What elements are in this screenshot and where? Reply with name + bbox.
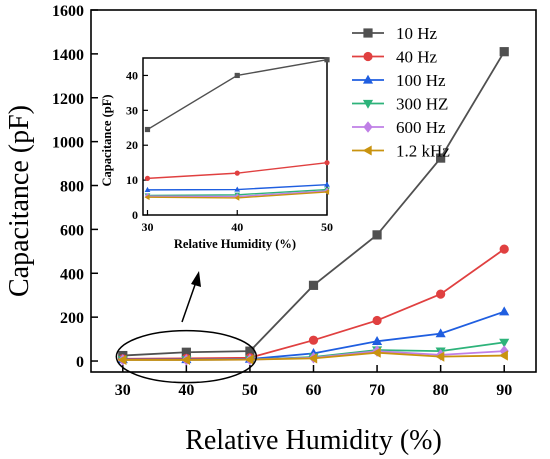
inset-y-tick-label: 40 [126,68,138,82]
data-point [181,354,191,365]
legend-label: 40 Hz [396,48,438,67]
inset-data-point [324,160,330,166]
data-point [245,346,255,356]
y-tick-label: 800 [60,179,84,196]
legend-item-4: 600 Hz [352,118,446,137]
main-plot: 30 40 50 60 70 80 9002004006008001000120014001… [4,3,537,456]
legend-label: 600 Hz [396,118,446,137]
inset-data-point [234,170,240,176]
data-point [436,153,446,163]
legend-label: 10 Hz [396,24,438,43]
y-tick-label: 1000 [52,135,84,152]
legend-item-5: 1.2 kHz [352,142,450,161]
legend-marker [362,74,374,84]
zoom-ellipse [115,329,258,384]
legend-item-1: 40 Hz [352,48,438,67]
inset-x-tick-label: 50 [321,220,333,234]
x-tick-label: 40 [178,382,194,399]
inset-data-point [324,189,330,195]
inset-y-tick-label: 10 [126,173,138,187]
inset-data-point [234,186,241,192]
data-point [372,335,383,345]
inset-y-tick-label: 30 [126,103,138,117]
zoom-arrow-line [181,281,197,323]
inset-data-point [144,126,151,133]
inset-series-0 [144,57,330,133]
inset-data-point [234,195,240,201]
x-tick-label: 90 [496,382,512,399]
data-point [498,350,508,361]
legend-marker [363,28,373,38]
data-point [436,289,446,299]
data-point [372,230,382,240]
data-point [499,338,510,348]
legend-item-2: 100 Hz [352,71,446,90]
data-point [371,347,381,358]
x-tick-label: 30 [115,382,131,399]
data-point [308,280,319,290]
y-tick-label: 0 [76,354,84,371]
inset-series-2 [144,181,330,192]
y-axis-title: Capacitance (pF) [4,105,35,297]
x-tick-label: 60 [306,382,322,399]
y-tick-label: 200 [60,310,84,327]
inset-series-1 [144,160,330,181]
inset-plot: 30 40 50 0 10 20 30 40 Relative Humidity (%) Capa… [100,57,333,251]
zoom-arrow-head [191,271,201,287]
data-point [499,47,509,57]
legend: 10 Hz 40 Hz 100 Hz 300 HZ 600 Hz 1.2 kHz [352,24,450,161]
data-point [499,244,509,254]
inset-data-point [144,186,151,192]
inset-x-tick-label: 40 [231,220,243,234]
inset-y-tick-label: 0 [132,208,138,222]
inset-data-point [234,72,240,79]
inset-x-axis-title: Relative Humidity (%) [174,237,296,251]
inset-data-point [144,175,151,181]
inset-series-5 [144,189,330,201]
legend-marker [362,99,374,109]
y-tick-label: 1600 [52,3,84,20]
legend-label: 1.2 kHz [396,142,450,161]
data-point [244,354,254,365]
inset-y-axis-title: Capacitance (pF) [100,95,114,187]
legend-item-3: 300 HZ [352,95,448,114]
y-tick-label: 400 [60,266,84,283]
x-tick-label: 80 [433,382,449,399]
legend-label: 100 Hz [396,71,446,90]
series-1 [118,244,509,364]
data-point [308,335,319,345]
y-tick-label: 1400 [52,47,84,64]
data-point [435,351,445,362]
y-tick-label: 600 [60,222,84,239]
x-tick-label: 70 [369,382,385,399]
legend-item-0: 10 Hz [352,24,438,43]
data-point [435,328,446,338]
inset-data-point [144,194,150,201]
legend-marker [363,51,373,62]
inset-frame [142,57,328,216]
legend-marker [362,145,372,156]
inset-y-tick-label: 20 [126,138,138,152]
x-tick-label: 50 [242,382,258,399]
data-point [181,347,191,357]
inset-data-point [324,181,330,187]
legend-label: 300 HZ [396,95,448,114]
data-point [308,353,318,364]
data-point [499,306,510,316]
y-tick-label: 1200 [52,91,84,108]
legend-marker [363,121,373,133]
inset-data-point [324,57,330,63]
x-axis-title: Relative Humidity (%) [185,425,442,456]
data-point [117,354,127,365]
zoom-annotation [115,271,258,384]
series-5 [117,347,508,365]
inset-x-tick-label: 30 [141,220,153,234]
data-point [372,315,382,326]
